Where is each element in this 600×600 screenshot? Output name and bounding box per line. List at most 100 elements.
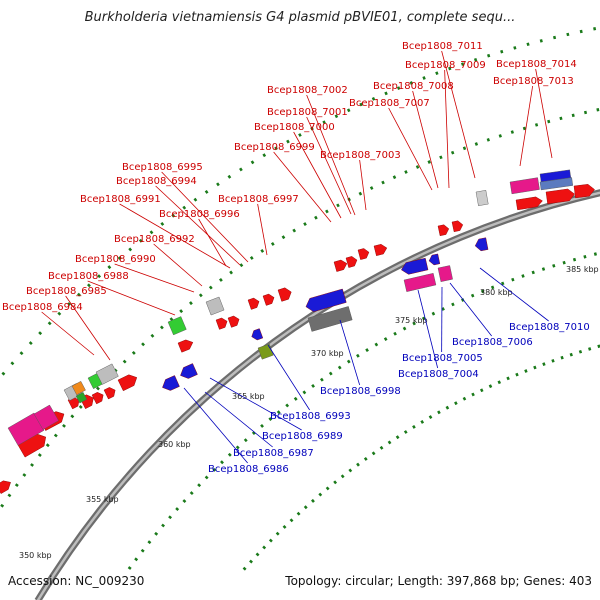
tick-mark (359, 102, 363, 107)
reverse-gene[interactable] (428, 253, 441, 266)
forward-gene-label[interactable]: Bcep1808_7007 (349, 98, 430, 109)
leader-line (153, 243, 203, 287)
reverse-gene[interactable] (304, 288, 347, 313)
reverse-gene[interactable] (400, 257, 429, 276)
forward-gene-label[interactable]: Bcep1808_7014 (496, 59, 577, 70)
tick-mark (583, 110, 588, 115)
forward-gene-label[interactable]: Bcep1808_6999 (234, 142, 315, 153)
tick-mark (67, 302, 72, 307)
forward-gene[interactable] (573, 184, 595, 199)
leader-line (41, 311, 95, 356)
feature-box[interactable] (205, 296, 225, 316)
forward-gene[interactable] (103, 386, 117, 400)
forward-gene[interactable] (215, 317, 229, 330)
leader-line (293, 131, 342, 219)
backbone-highlight (36, 191, 600, 600)
forward-gene-label[interactable]: Bcep1808_6991 (80, 194, 161, 205)
tick-mark (182, 499, 187, 503)
reverse-gene[interactable] (178, 363, 198, 380)
forward-gene-label[interactable]: Bcep1808_7002 (267, 85, 348, 96)
tick-mark (47, 321, 52, 326)
tick-mark (340, 474, 345, 479)
feature-box[interactable] (95, 363, 119, 385)
forward-gene[interactable] (247, 297, 261, 310)
reverse-gene-label[interactable]: Bcep1808_6993 (270, 411, 351, 422)
forward-gene-label[interactable]: Bcep1808_7001 (267, 107, 348, 118)
feature-box[interactable] (437, 265, 453, 282)
feature-box[interactable] (539, 177, 574, 191)
forward-gene[interactable] (345, 255, 358, 268)
forward-gene-label[interactable]: Bcep1808_6990 (75, 254, 156, 265)
reverse-gene-label[interactable]: Bcep1808_6998 (320, 386, 401, 397)
forward-gene-label[interactable]: Bcep1808_6988 (48, 271, 129, 282)
leader-line (209, 377, 302, 431)
tick-mark (513, 46, 517, 50)
forward-gene[interactable] (333, 259, 348, 272)
forward-gene-label[interactable]: Bcep1808_7009 (405, 60, 486, 71)
reverse-gene-label[interactable]: Bcep1808_7004 (398, 369, 479, 380)
feature-box[interactable] (307, 306, 353, 332)
summary-text: Topology: circular; Length: 397,868 bp; … (285, 574, 592, 588)
forward-gene[interactable] (437, 224, 450, 237)
tick-mark (348, 468, 353, 473)
reverse-gene-label[interactable]: Bcep1808_6987 (233, 448, 314, 459)
reverse-gene-label[interactable]: Bcep1808_7005 (402, 353, 483, 364)
tick-mark (473, 57, 478, 62)
forward-gene-label[interactable]: Bcep1808_6984 (2, 302, 83, 313)
forward-gene[interactable] (91, 390, 105, 405)
reverse-gene-label[interactable]: Bcep1808_7006 (452, 337, 533, 348)
forward-gene-label[interactable]: Bcep1808_7008 (373, 81, 454, 92)
forward-gene[interactable] (545, 188, 575, 205)
forward-gene[interactable] (0, 478, 13, 494)
forward-gene-label[interactable]: Bcep1808_6985 (26, 286, 107, 297)
forward-gene-label[interactable]: Bcep1808_7013 (493, 76, 574, 87)
feature-box[interactable] (71, 381, 86, 396)
tick-mark (255, 552, 260, 557)
tick-mark (175, 507, 180, 512)
forward-gene[interactable] (515, 196, 543, 211)
forward-gene[interactable] (117, 372, 139, 392)
reverse-gene-label[interactable]: Bcep1808_7010 (509, 322, 590, 333)
reverse-gene[interactable] (160, 375, 180, 392)
tick-mark (70, 414, 75, 419)
forward-gene-label[interactable]: Bcep1808_6994 (116, 176, 197, 187)
tick-mark (325, 209, 329, 214)
tick-mark (521, 274, 525, 278)
forward-gene-label[interactable]: Bcep1808_6997 (218, 194, 299, 205)
forward-gene-label[interactable]: Bcep1808_6995 (122, 162, 203, 173)
forward-gene-label[interactable]: Bcep1808_7000 (254, 122, 335, 133)
feature-box[interactable] (403, 273, 437, 292)
tick-mark (216, 182, 220, 187)
tick-mark (292, 228, 297, 233)
tick-mark (533, 365, 537, 370)
feature-box[interactable] (475, 190, 489, 207)
leader-line (257, 203, 268, 256)
feature-box[interactable] (167, 316, 187, 336)
tick-mark (392, 175, 397, 180)
forward-gene[interactable] (262, 293, 276, 306)
forward-gene[interactable] (373, 243, 388, 256)
forward-gene[interactable] (357, 247, 370, 260)
forward-gene[interactable] (277, 286, 293, 302)
reverse-gene-label[interactable]: Bcep1808_6989 (262, 431, 343, 442)
forward-gene[interactable] (227, 315, 241, 328)
forward-gene-label[interactable]: Bcep1808_6996 (159, 209, 240, 220)
tick-mark (403, 430, 408, 434)
forward-gene[interactable] (451, 220, 464, 233)
tick-mark (490, 285, 495, 290)
tick-mark (412, 321, 416, 326)
feature-box[interactable] (75, 391, 88, 404)
feature-box[interactable] (509, 177, 540, 195)
reverse-gene[interactable] (250, 328, 264, 342)
tick-mark (387, 440, 392, 445)
reverse-gene-label[interactable]: Bcep1808_6986 (208, 464, 289, 475)
forward-gene[interactable] (177, 338, 195, 353)
forward-gene-label[interactable]: Bcep1808_6992 (114, 234, 195, 245)
tick-mark (486, 138, 490, 142)
forward-gene-label[interactable]: Bcep1808_7011 (402, 41, 483, 52)
forward-gene-label[interactable]: Bcep1808_7003 (320, 150, 401, 161)
feature-box[interactable] (33, 404, 59, 430)
tick-mark (421, 316, 426, 321)
reverse-gene[interactable] (474, 237, 489, 252)
tick-mark (239, 167, 243, 172)
